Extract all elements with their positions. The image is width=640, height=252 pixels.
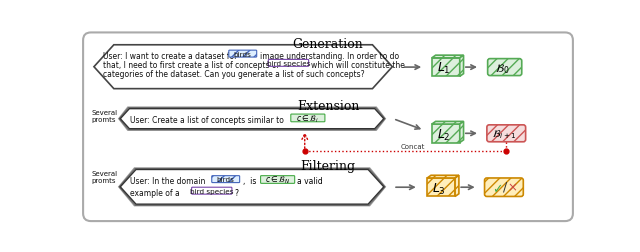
Polygon shape (119, 108, 385, 131)
Text: bird species: bird species (267, 61, 310, 67)
Text: $\times$: $\times$ (506, 181, 516, 194)
Text: $c \in \mathcal{B}_i$: $c \in \mathcal{B}_i$ (296, 113, 319, 124)
Text: /: / (502, 180, 507, 193)
Text: $\checkmark$: $\checkmark$ (492, 181, 502, 194)
Polygon shape (428, 176, 459, 178)
Text: birds: birds (217, 176, 235, 182)
Polygon shape (94, 46, 392, 89)
Polygon shape (119, 168, 385, 206)
FancyBboxPatch shape (212, 176, 239, 183)
Polygon shape (120, 170, 384, 204)
FancyBboxPatch shape (260, 176, 294, 184)
Polygon shape (432, 122, 463, 124)
Text: Several
promts: Several promts (92, 170, 118, 183)
Text: User: Create a list of concepts similar to: User: Create a list of concepts similar … (129, 115, 284, 124)
Text: bird species: bird species (190, 188, 234, 194)
Polygon shape (432, 124, 460, 143)
Text: $L_2$: $L_2$ (436, 127, 451, 142)
Polygon shape (460, 56, 463, 77)
FancyBboxPatch shape (83, 33, 573, 221)
Polygon shape (460, 122, 463, 143)
FancyBboxPatch shape (268, 60, 308, 67)
Polygon shape (428, 178, 455, 197)
Text: image understanding. In order to do: image understanding. In order to do (260, 52, 399, 61)
Text: Generation: Generation (292, 38, 364, 51)
Text: User: In the domain: User: In the domain (129, 177, 205, 186)
Text: Extension: Extension (297, 99, 359, 112)
Text: $c \in \mathcal{B}_N$: $c \in \mathcal{B}_N$ (265, 174, 291, 185)
Text: $\mathcal{B}_0$: $\mathcal{B}_0$ (495, 62, 509, 75)
FancyBboxPatch shape (291, 115, 325, 122)
Text: $L_3$: $L_3$ (432, 181, 445, 196)
Text: birds: birds (234, 51, 252, 57)
Text: that, I need to first create a list of concepts or: that, I need to first create a list of c… (103, 61, 280, 70)
Text: $\mathcal{B}_{i+1}$: $\mathcal{B}_{i+1}$ (492, 128, 516, 141)
Text: Filtering: Filtering (300, 159, 356, 172)
FancyBboxPatch shape (191, 187, 232, 194)
FancyBboxPatch shape (484, 178, 524, 197)
Polygon shape (120, 169, 385, 205)
Text: a valid: a valid (297, 177, 323, 186)
Text: ?: ? (234, 188, 238, 197)
Text: Several
promts: Several promts (92, 109, 118, 122)
Polygon shape (432, 59, 460, 77)
Polygon shape (455, 176, 459, 197)
Text: categories of the dataset. Can you generate a list of such concepts?: categories of the dataset. Can you gener… (103, 70, 365, 79)
FancyBboxPatch shape (488, 59, 522, 76)
Text: example of a: example of a (129, 188, 179, 197)
Polygon shape (120, 108, 385, 130)
Text: Concat: Concat (401, 143, 426, 149)
Text: which will constitute the: which will constitute the (311, 61, 405, 70)
Polygon shape (432, 56, 463, 59)
Text: $L_1$: $L_1$ (436, 61, 451, 76)
FancyBboxPatch shape (229, 51, 257, 58)
FancyBboxPatch shape (487, 125, 525, 142)
Polygon shape (120, 109, 384, 129)
Text: ,  is: , is (243, 177, 256, 186)
Text: User: I want to create a dataset for: User: I want to create a dataset for (103, 52, 237, 61)
